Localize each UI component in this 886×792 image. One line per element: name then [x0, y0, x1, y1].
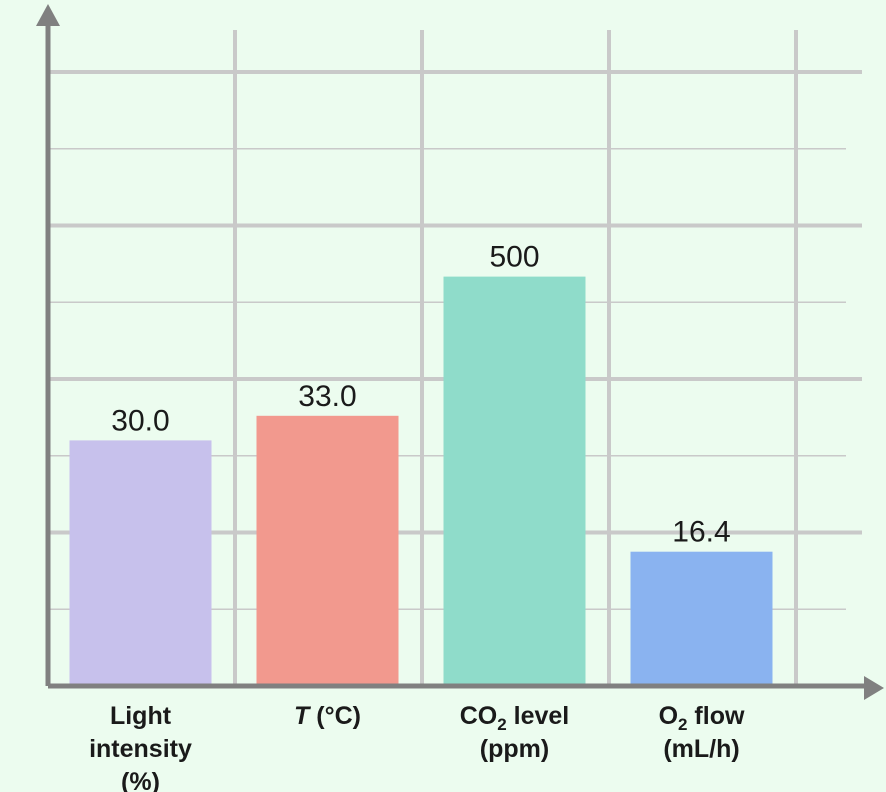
y-axis-arrow: [36, 4, 60, 26]
category-label-line: Light: [110, 702, 172, 730]
axes: [36, 4, 884, 700]
category-label-part: Light: [110, 702, 172, 730]
bar-value-label: 33.0: [298, 380, 356, 413]
category-label-part: (ppm): [480, 735, 549, 763]
bar: [443, 276, 586, 686]
labels: 30.0 33.0 500 16.4 Light intensity (%) T (°C) CO…: [89, 241, 745, 792]
category-label-part: CO: [460, 702, 498, 730]
category-label-part: flow: [687, 702, 744, 730]
category-label-part: (%): [121, 768, 160, 792]
category-label-part: level: [507, 702, 570, 730]
category-label-part: 2: [678, 715, 687, 734]
category-label-part: (mL/h): [663, 735, 739, 763]
category-label: CO2 level (ppm): [460, 702, 570, 763]
category-label-line: (mL/h): [663, 735, 739, 763]
bar: [69, 440, 212, 686]
bar: [630, 551, 773, 686]
category-label-line: O2 flow: [659, 702, 745, 734]
category-label-part: 2: [497, 715, 506, 734]
x-axis-arrow: [864, 676, 884, 700]
category-label-part: T: [294, 702, 312, 730]
category-label-line: T (°C): [294, 702, 361, 730]
bar-value-label: 30.0: [111, 404, 169, 437]
bar-value-label: 500: [489, 241, 539, 274]
category-label-part: intensity: [89, 735, 192, 763]
bar: [256, 415, 399, 686]
category-label: T (°C): [294, 702, 361, 730]
category-label: O2 flow (mL/h): [659, 702, 745, 763]
category-label-line: (%): [121, 768, 160, 792]
category-label: Light intensity (%): [89, 702, 192, 792]
category-label-line: (ppm): [480, 735, 549, 763]
bar-value-label: 16.4: [672, 516, 730, 549]
category-label-line: CO2 level: [460, 702, 570, 734]
category-label-line: intensity: [89, 735, 192, 763]
category-label-part: O: [659, 702, 678, 730]
bars: [69, 276, 773, 686]
category-label-part: (°C): [309, 702, 361, 730]
